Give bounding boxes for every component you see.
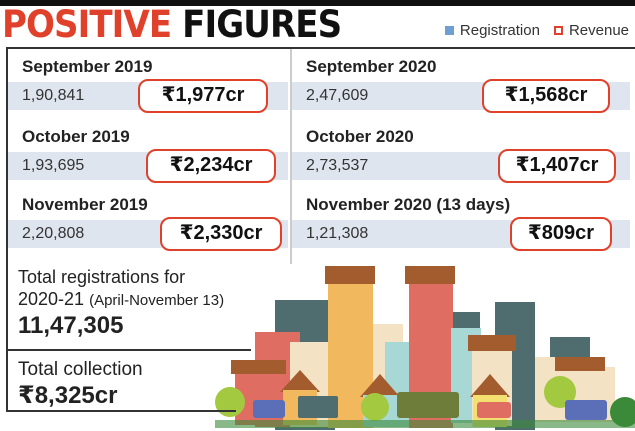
month-label: September 2019 [22, 57, 153, 76]
registration-row: 2,47,609 ₹1,568cr [292, 79, 630, 113]
registration-value: 2,73,537 [306, 157, 369, 174]
revenue-pill: ₹2,234cr [146, 149, 276, 183]
registration-row: 1,93,695 ₹2,234cr [8, 149, 288, 183]
revenue-pill: ₹1,407cr [498, 149, 616, 183]
city-skyline-icon [215, 266, 635, 430]
month-label: October 2020 [306, 127, 414, 146]
total-registrations-period: (April-November 13) [89, 292, 225, 309]
title-part2: FIGURES [182, 3, 342, 46]
page-title: POSITIVE FIGURES [2, 3, 342, 46]
registration-value: 1,90,841 [22, 87, 85, 104]
month-label: November 2019 [22, 195, 148, 214]
title-part1: POSITIVE [2, 3, 172, 46]
revenue-pill: ₹2,330cr [160, 217, 282, 251]
revenue-swatch [553, 26, 563, 35]
top-bar [0, 0, 635, 6]
revenue-pill: ₹1,977cr [138, 79, 268, 113]
column-divider [290, 49, 292, 264]
total-registrations-year: 2020-21 [18, 289, 85, 309]
month-label: September 2020 [306, 57, 437, 76]
registration-value: 1,93,695 [22, 157, 85, 174]
section-divider [6, 349, 251, 351]
revenue-pill: ₹809cr [510, 217, 612, 251]
total-registrations-label: Total registrations for [18, 267, 186, 287]
bottom-border [6, 410, 236, 412]
figures-frame [6, 47, 635, 412]
month-card: September 2019 1,90,841 ₹1,977cr [8, 52, 288, 113]
month-label: November 2020 (13 days) [306, 195, 511, 214]
registration-row: 1,90,841 ₹1,977cr [8, 79, 288, 113]
legend-revenue: Revenue [568, 22, 629, 39]
registration-row: 2,73,537 ₹1,407cr [292, 149, 630, 183]
total-registrations-value: 11,47,305 [18, 312, 124, 339]
month-card: November 2020 (13 days) 1,21,308 ₹809cr [292, 190, 630, 251]
registration-swatch [444, 26, 454, 35]
registration-value: 2,47,609 [306, 87, 369, 104]
registration-row: 2,20,808 ₹2,330cr [8, 217, 288, 251]
total-registrations: Total registrations for 2020-21 (April-N… [18, 266, 224, 340]
legend: Registration Revenue [444, 22, 629, 39]
registration-value: 2,20,808 [22, 225, 85, 242]
month-label: October 2019 [22, 127, 130, 146]
total-collection-label: Total collection [18, 359, 143, 380]
total-collection-value: ₹8,325cr [18, 382, 118, 409]
registration-value: 1,21,308 [306, 225, 369, 242]
month-card: October 2020 2,73,537 ₹1,407cr [292, 122, 630, 183]
revenue-pill: ₹1,568cr [482, 79, 610, 113]
total-collection: Total collection ₹8,325cr [18, 358, 143, 410]
month-card: November 2019 2,20,808 ₹2,330cr [8, 190, 288, 251]
month-card: September 2020 2,47,609 ₹1,568cr [292, 52, 630, 113]
legend-registration: Registration [459, 22, 540, 39]
month-card: October 2019 1,93,695 ₹2,234cr [8, 122, 288, 183]
registration-row: 1,21,308 ₹809cr [292, 217, 630, 251]
